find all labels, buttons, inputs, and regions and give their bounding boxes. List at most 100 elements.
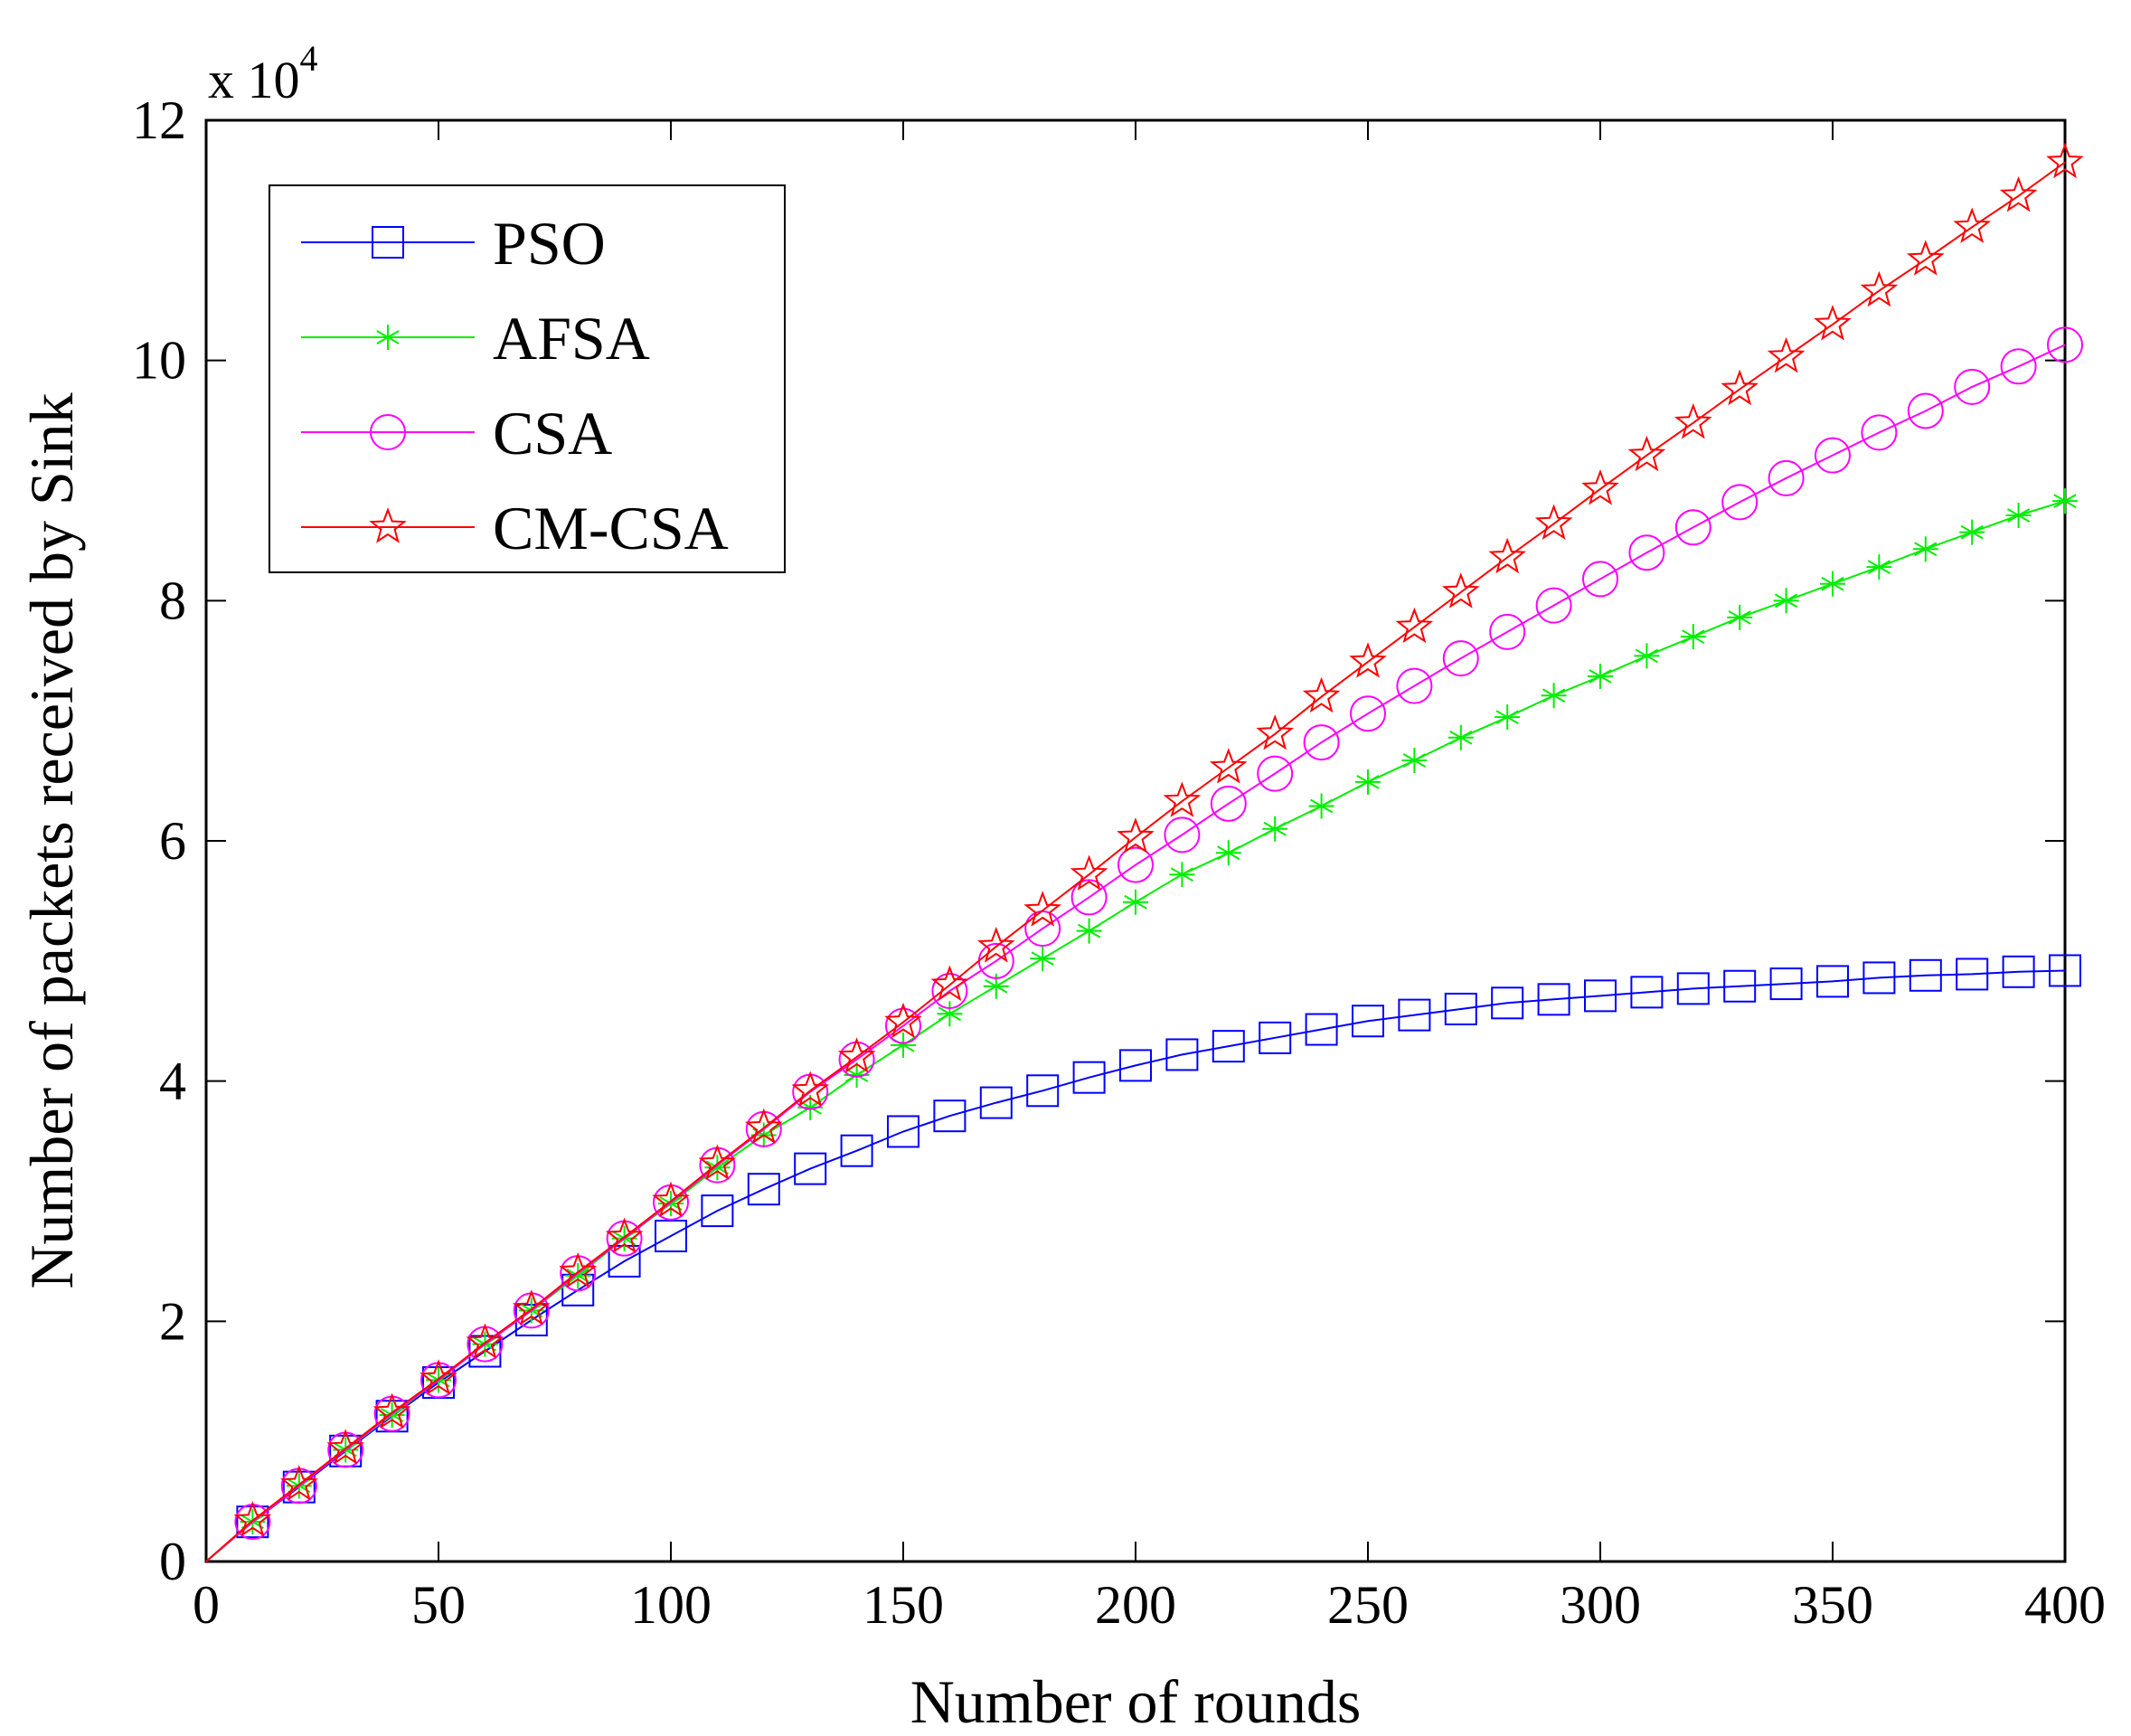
data-point-pso bbox=[1723, 969, 1757, 1003]
data-point-cm-csa bbox=[884, 1002, 922, 1039]
data-point-afsa bbox=[1912, 536, 1938, 562]
data-point-cm-csa bbox=[744, 1108, 783, 1145]
data-point-pso bbox=[747, 1173, 780, 1206]
data-point-csa bbox=[1674, 509, 1711, 546]
series-group bbox=[205, 142, 2084, 1562]
data-point-cm-csa bbox=[1302, 676, 1341, 713]
x-axis-label: Number of rounds bbox=[910, 1667, 1362, 1736]
data-point-afsa bbox=[1541, 683, 1567, 709]
data-point-afsa bbox=[704, 1155, 731, 1181]
data-point-afsa bbox=[658, 1191, 684, 1217]
data-point-pso bbox=[1956, 958, 1989, 991]
data-point-cm-csa bbox=[420, 1359, 457, 1395]
data-point-afsa bbox=[983, 973, 1009, 999]
data-point-cm-csa bbox=[372, 1392, 411, 1429]
data-point-cm-csa bbox=[1581, 468, 1619, 505]
data-point-csa bbox=[1257, 755, 1294, 792]
data-point-pso bbox=[1816, 965, 1849, 998]
x-tick-label: 250 bbox=[1327, 1575, 1409, 1635]
data-point-cm-csa bbox=[1767, 336, 1806, 373]
data-point-afsa bbox=[1820, 571, 1845, 597]
data-point-cm-csa bbox=[233, 1500, 272, 1537]
data-point-pso bbox=[1909, 958, 1942, 992]
data-point-pso bbox=[794, 1152, 827, 1185]
data-point-pso bbox=[1165, 1038, 1199, 1071]
data-point-pso bbox=[1862, 961, 1896, 995]
data-point-cm-csa bbox=[1441, 572, 1480, 609]
data-point-pso bbox=[1491, 986, 1524, 1020]
data-point-csa bbox=[1721, 484, 1759, 521]
y-tick-label: 12 bbox=[132, 90, 186, 150]
data-point-afsa bbox=[2052, 488, 2078, 514]
data-point-cm-csa bbox=[1023, 891, 1062, 927]
data-point-afsa bbox=[1447, 724, 1474, 750]
data-point-pso bbox=[1305, 1013, 1338, 1046]
x-tick-label: 200 bbox=[1095, 1575, 1176, 1635]
data-point-csa bbox=[885, 1007, 921, 1044]
data-point-cm-csa bbox=[1953, 207, 1992, 243]
data-point-afsa bbox=[1866, 554, 1892, 580]
data-point-afsa bbox=[1401, 748, 1428, 774]
data-point-csa bbox=[1442, 640, 1479, 677]
data-point-afsa bbox=[797, 1094, 824, 1120]
data-point-afsa bbox=[1169, 862, 1195, 888]
data-point-pso bbox=[1212, 1030, 1245, 1063]
data-point-pso bbox=[1537, 983, 1570, 1016]
data-point-csa bbox=[1350, 695, 1386, 732]
data-point-cm-csa bbox=[279, 1465, 318, 1501]
data-point-afsa bbox=[1262, 816, 1288, 842]
data-point-csa bbox=[1117, 846, 1154, 883]
data-point-csa bbox=[1396, 667, 1433, 704]
data-point-cm-csa bbox=[1256, 713, 1295, 750]
data-point-cm-csa bbox=[1163, 781, 1202, 817]
y-tick-label: 10 bbox=[132, 331, 186, 391]
data-point-pso bbox=[840, 1134, 873, 1167]
data-point-afsa bbox=[379, 1401, 405, 1428]
data-point-pso bbox=[1072, 1061, 1106, 1094]
axis-ticks: 0 50 100 150 200 250 300 350 400 0 2 4 6 8 10 12 bbox=[132, 90, 2106, 1635]
data-point-csa bbox=[2047, 326, 2083, 363]
x-tick-label: 400 bbox=[2024, 1575, 2106, 1635]
data-point-pso bbox=[2049, 954, 2081, 987]
data-point-pso bbox=[1119, 1049, 1152, 1082]
data-point-cm-csa bbox=[791, 1071, 830, 1108]
series-cm-csa bbox=[205, 142, 2084, 1562]
data-point-afsa bbox=[1773, 588, 1799, 614]
data-point-cm-csa bbox=[1906, 240, 1945, 276]
data-point-cm-csa bbox=[1349, 642, 1387, 678]
data-point-pso bbox=[1630, 976, 1664, 1009]
data-point-afsa bbox=[1634, 643, 1660, 669]
data-point-cm-csa bbox=[466, 1323, 504, 1359]
data-point-pso bbox=[1352, 1005, 1384, 1038]
legend-box bbox=[269, 184, 786, 573]
data-point-afsa bbox=[1680, 624, 1706, 650]
data-point-csa bbox=[1815, 437, 1851, 474]
legend-label: PSO bbox=[493, 209, 606, 278]
data-point-csa bbox=[931, 973, 968, 1010]
data-point-csa bbox=[1489, 613, 1526, 650]
data-point-csa bbox=[2000, 348, 2037, 385]
data-point-afsa bbox=[937, 1001, 963, 1027]
data-point-pso bbox=[655, 1220, 687, 1253]
data-point-pso bbox=[2002, 955, 2035, 988]
data-point-cm-csa bbox=[1070, 854, 1108, 891]
x-tick-label: 50 bbox=[411, 1575, 466, 1635]
data-point-pso bbox=[1398, 998, 1431, 1032]
data-point-afsa bbox=[1727, 604, 1753, 630]
y-multiplier-label: x 104 bbox=[208, 38, 318, 109]
data-point-cm-csa bbox=[1209, 748, 1248, 784]
data-point-cm-csa bbox=[652, 1181, 690, 1218]
data-point-cm-csa bbox=[1117, 817, 1155, 854]
data-point-afsa bbox=[565, 1262, 591, 1288]
data-point-afsa bbox=[1355, 769, 1381, 795]
legend-label: CSA bbox=[493, 399, 612, 467]
legend-entry-afsa: AFSA bbox=[301, 304, 650, 373]
data-point-cm-csa bbox=[1860, 270, 1899, 307]
data-point-pso bbox=[933, 1099, 966, 1133]
data-point-cm-csa bbox=[1627, 435, 1666, 472]
y-tick-label: 8 bbox=[159, 571, 186, 630]
legend-entry-csa: CSA bbox=[301, 399, 612, 467]
data-point-afsa bbox=[2005, 503, 2032, 529]
x-tick-label: 100 bbox=[630, 1575, 712, 1635]
y-tick-label: 2 bbox=[159, 1291, 186, 1351]
